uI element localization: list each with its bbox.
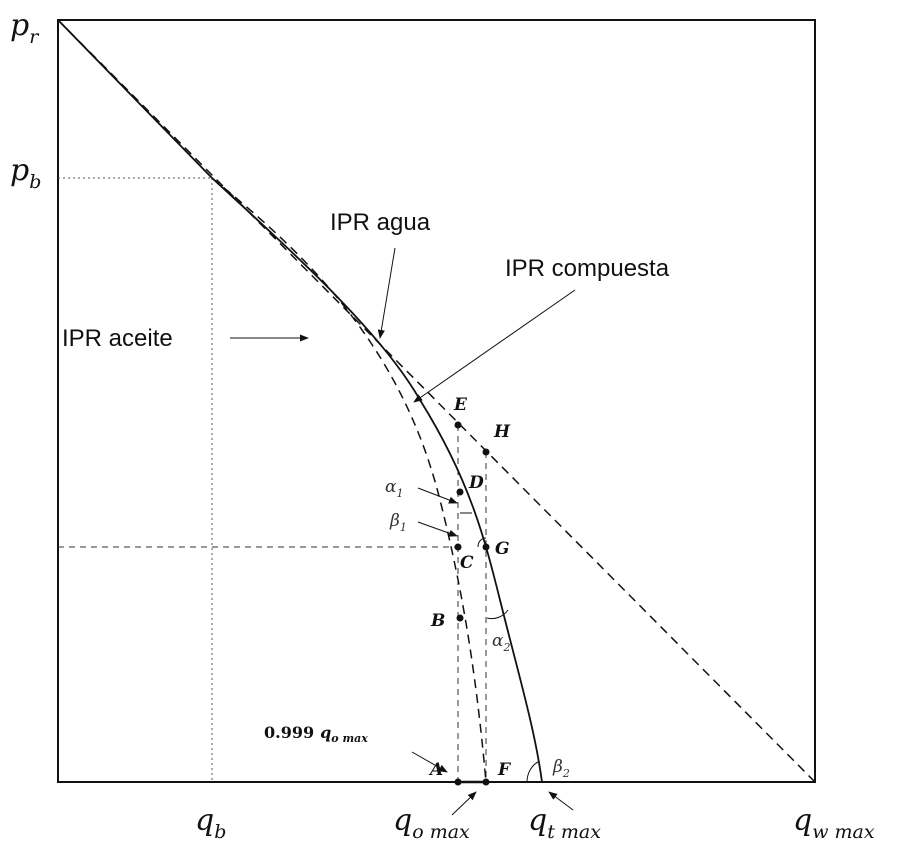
- beta2-label: β2: [552, 757, 570, 780]
- point-h: [482, 448, 490, 456]
- qtmax-pointer: [548, 791, 574, 811]
- ipr-oil-curve: [211, 177, 487, 783]
- point-d: [456, 488, 464, 496]
- point-c: [454, 543, 462, 551]
- qomax-pointer: [451, 791, 477, 816]
- label-e: E: [453, 395, 468, 415]
- point-e: [454, 421, 462, 429]
- ipr-water-line: [57, 19, 816, 783]
- point-g: [482, 543, 490, 551]
- alpha2-label: α2: [492, 631, 510, 654]
- axis-label-qtmax: qt max: [528, 803, 601, 843]
- point-f: [482, 778, 490, 786]
- beta1-pointer: [417, 521, 458, 537]
- composite-label-pointer: [413, 289, 576, 403]
- annotation-0999-qomax: 0.999 qo max: [264, 723, 368, 745]
- label-f: F: [497, 760, 512, 780]
- beta1-label: β1: [389, 511, 407, 534]
- label-b: B: [430, 611, 445, 631]
- label-a: A: [428, 760, 443, 780]
- point-a: [454, 778, 462, 786]
- water-label-pointer: [377, 247, 396, 339]
- axis-label-qomax: qo max: [393, 803, 470, 843]
- plot-frame: [57, 19, 816, 783]
- axis-label-qwmax: qw max: [793, 803, 875, 843]
- beta1-mark: [477, 537, 487, 548]
- alpha1-label: α1: [385, 477, 403, 500]
- alpha1-pointer: [417, 487, 458, 504]
- axis-label-pb: pb: [10, 153, 41, 193]
- label-ipr-water: IPR agua: [330, 209, 431, 236]
- label-d: D: [468, 473, 484, 493]
- point-b: [456, 614, 464, 622]
- annotation-pointer: [411, 751, 448, 773]
- label-ipr-composite: IPR compuesta: [505, 255, 670, 282]
- ipr-composite-curve: [57, 19, 543, 783]
- label-c: C: [460, 553, 474, 573]
- label-ipr-oil: IPR aceite: [62, 325, 173, 352]
- alpha2-mark: [486, 609, 509, 620]
- axis-label-pr: pr: [10, 8, 40, 48]
- axis-label-qb: qb: [195, 803, 226, 843]
- label-h: H: [493, 422, 511, 442]
- beta2-mark: [526, 761, 539, 783]
- label-g: G: [495, 539, 510, 559]
